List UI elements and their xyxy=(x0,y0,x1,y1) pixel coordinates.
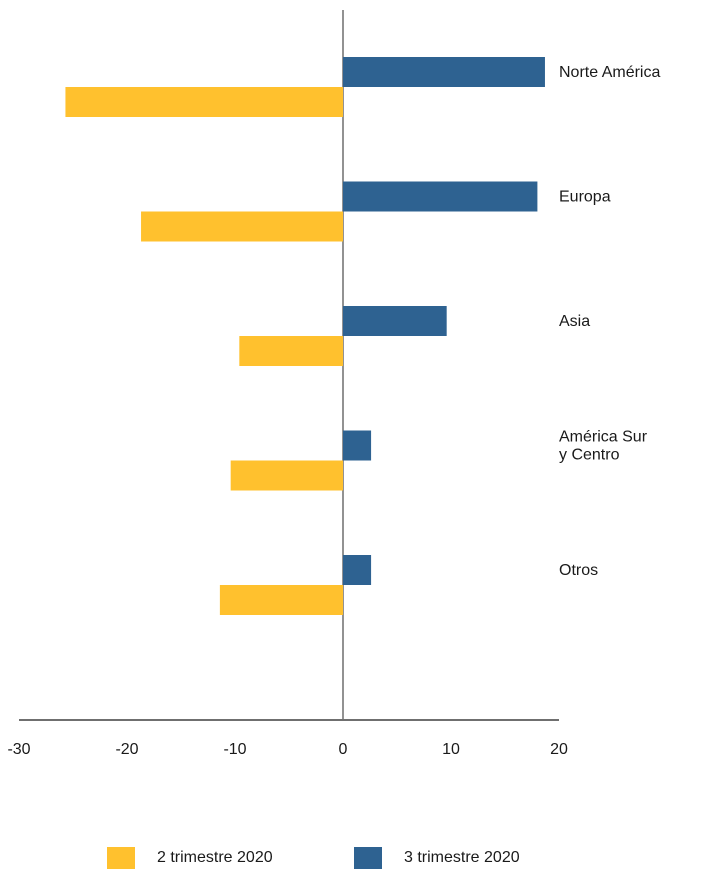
legend-item-q2: 2 trimestre 2020 xyxy=(107,847,273,869)
x-tick-label-3: 0 xyxy=(339,741,348,758)
bar-q2-4 xyxy=(219,585,343,615)
x-tick-label-5: 20 xyxy=(550,741,568,758)
x-tick-label-1: -20 xyxy=(115,741,138,758)
legend-label-q2: 2 trimestre 2020 xyxy=(157,849,273,866)
bar-q3-1 xyxy=(343,181,538,212)
x-tick-label-0: -30 xyxy=(7,741,30,758)
bar-q3-3 xyxy=(343,430,372,461)
category-label-0: Norte América xyxy=(559,64,660,81)
bar-chart: Norte América Europa Asia América Sur y Cent… xyxy=(7,10,660,758)
category-label-3: América Sur y Centro xyxy=(559,429,648,464)
legend-swatch-q3 xyxy=(354,847,382,869)
x-tick-label-2: -10 xyxy=(223,741,246,758)
legend-label-q3: 3 trimestre 2020 xyxy=(404,849,520,866)
category-label-1: Europa xyxy=(559,189,611,206)
category-label-2: Asia xyxy=(559,313,590,330)
legend-item-q3: 3 trimestre 2020 xyxy=(354,847,520,869)
legend: 2 trimestre 2020 3 trimestre 2020 xyxy=(0,847,705,877)
bar-q2-2 xyxy=(239,336,343,366)
bar-q3-0 xyxy=(343,57,545,87)
bar-q2-3 xyxy=(230,460,343,491)
legend-swatch-q2 xyxy=(107,847,135,869)
bar-q3-4 xyxy=(343,555,372,585)
x-tick-label-4: 10 xyxy=(442,741,460,758)
bar-q2-0 xyxy=(65,87,343,117)
bar-q3-2 xyxy=(343,306,447,336)
bar-q2-1 xyxy=(141,211,343,242)
category-label-4: Otros xyxy=(559,562,598,579)
